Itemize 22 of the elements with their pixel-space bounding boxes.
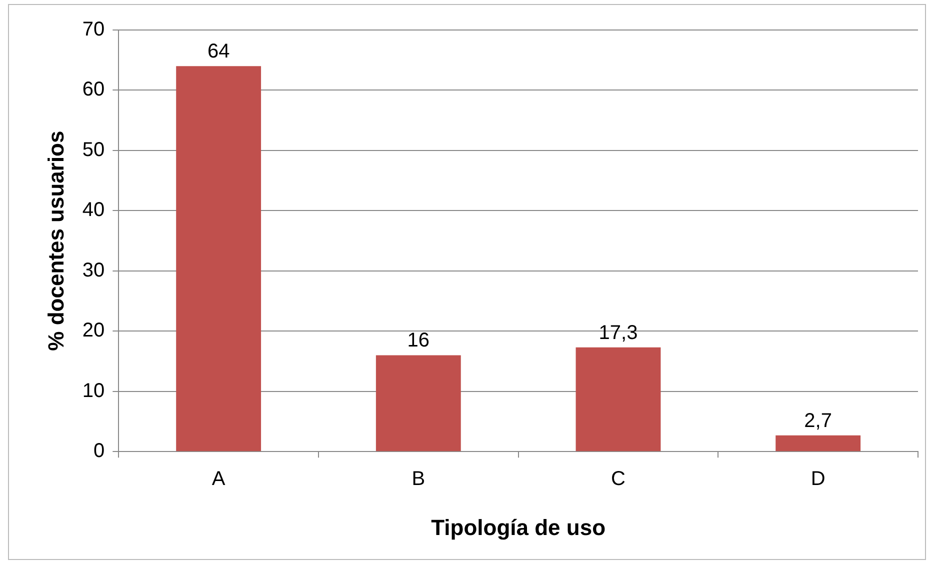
y-tick-label: 0 (94, 440, 105, 462)
bar (176, 66, 262, 452)
y-tick-label: 70 (82, 18, 105, 41)
bar (576, 347, 661, 452)
y-tick-label: 20 (82, 320, 105, 342)
data-label: 2,7 (804, 410, 832, 432)
y-tick-label: 50 (82, 138, 105, 161)
data-label: 64 (207, 40, 230, 63)
y-axis-title: % docentes usuarios (43, 130, 68, 351)
y-tick-label: 30 (82, 259, 105, 282)
data-label: 17,3 (598, 322, 638, 344)
bar (376, 355, 461, 452)
x-axis-title: Tipología de uso (431, 514, 606, 540)
data-label: 16 (407, 330, 430, 352)
x-tick-label: B (412, 468, 426, 490)
y-tick-label: 40 (82, 199, 105, 222)
x-tick-label: A (212, 468, 226, 490)
bar (776, 435, 861, 452)
x-tick-label: D (810, 468, 826, 490)
x-tick-label: C (611, 468, 626, 490)
y-tick-label: 60 (82, 78, 105, 101)
y-tick-label: 10 (82, 380, 105, 402)
